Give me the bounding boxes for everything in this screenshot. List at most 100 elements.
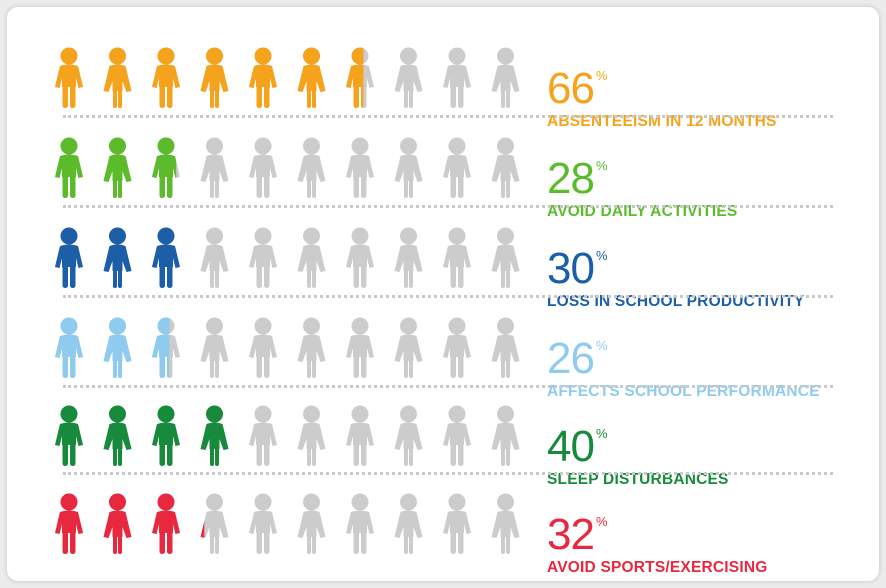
- boy-icon: [249, 137, 277, 198]
- boy-icon: [55, 137, 83, 198]
- pictograph-row-5: [55, 493, 520, 554]
- girl-icon: [200, 405, 229, 466]
- boy-icon: [346, 405, 374, 466]
- boy-icon: [152, 137, 180, 198]
- girl-icon: [297, 493, 326, 554]
- stat-value-0: 66 %: [547, 67, 608, 111]
- boy-icon: [443, 47, 471, 108]
- girl-icon: [103, 317, 132, 378]
- girl-icon: [297, 317, 326, 378]
- girl-icon: [297, 405, 326, 466]
- row-divider: [63, 295, 833, 298]
- pictograph-row-3: [55, 317, 520, 378]
- stat-row-2: 30 % LOSS IN SCHOOL PRODUCTIVITY: [7, 217, 879, 310]
- boy-icon: [443, 227, 471, 288]
- girl-icon: [200, 227, 229, 288]
- girl-icon: [200, 137, 229, 198]
- row-divider: [63, 472, 833, 475]
- girl-icon: [200, 47, 229, 108]
- boy-icon: [249, 47, 277, 108]
- row-divider: [63, 115, 833, 118]
- stat-value-2: 30 %: [547, 247, 608, 291]
- boy-icon: [152, 493, 180, 554]
- girl-icon: [394, 47, 423, 108]
- girl-icon: [103, 227, 132, 288]
- girl-icon: [103, 47, 132, 108]
- girl-icon: [200, 317, 229, 378]
- boy-icon: [346, 493, 374, 554]
- stat-row-3: 26 % AFFECTS SCHOOL PERFORMANCE: [7, 307, 879, 400]
- stat-percent-sign-0: %: [595, 68, 608, 83]
- girl-icon: [297, 137, 326, 198]
- boy-icon: [55, 47, 83, 108]
- girl-icon: [491, 137, 520, 198]
- boy-icon: [346, 47, 374, 108]
- boy-icon: [55, 227, 83, 288]
- boy-icon: [346, 227, 374, 288]
- boy-icon: [152, 227, 180, 288]
- girl-icon: [394, 493, 423, 554]
- stat-percent-sign-1: %: [595, 158, 608, 173]
- row-divider: [63, 205, 833, 208]
- pictograph-row-1: [55, 137, 520, 198]
- stat-value-3: 26 %: [547, 337, 608, 381]
- stat-row-1: 28 % AVOID DAILY ACTIVITIES: [7, 127, 879, 220]
- icon-strip-4: [47, 395, 527, 485]
- boy-icon: [346, 317, 374, 378]
- stat-percent-1: 28: [547, 154, 595, 203]
- girl-icon: [103, 493, 132, 554]
- boy-icon: [346, 137, 374, 198]
- row-divider: [63, 385, 833, 388]
- stat-value-1: 28 %: [547, 157, 608, 201]
- pictograph-row-2: [55, 227, 520, 288]
- stat-label-4: SLEEP DISTURBANCES: [547, 471, 729, 488]
- boy-icon: [152, 317, 180, 378]
- stat-percent-sign-4: %: [595, 426, 608, 441]
- girl-icon: [103, 137, 132, 198]
- stat-percent-sign-3: %: [595, 338, 608, 353]
- pictograph-row-4: [55, 405, 520, 466]
- stat-row-0: 66 % ABSENTEEISM IN 12 MONTHS: [7, 37, 879, 130]
- boy-icon: [443, 405, 471, 466]
- stat-label-5: AVOID SPORTS/EXERCISING: [547, 559, 768, 576]
- stat-percent-3: 26: [547, 334, 595, 383]
- girl-icon: [200, 493, 229, 554]
- boy-icon: [249, 317, 277, 378]
- stat-percent-4: 40: [547, 422, 595, 471]
- icon-strip-3: [47, 307, 527, 397]
- girl-icon: [491, 493, 520, 554]
- boy-icon: [249, 405, 277, 466]
- stat-percent-sign-2: %: [595, 248, 608, 263]
- stat-row-5: 32 % AVOID SPORTS/EXERCISING: [7, 483, 879, 576]
- girl-icon: [103, 405, 132, 466]
- stat-percent-0: 66: [547, 64, 595, 113]
- girl-icon: [394, 137, 423, 198]
- boy-icon: [55, 493, 83, 554]
- boy-icon: [55, 405, 83, 466]
- girl-icon: [491, 317, 520, 378]
- stat-percent-2: 30: [547, 244, 595, 293]
- stat-value-5: 32 %: [547, 513, 608, 557]
- stat-percent-sign-5: %: [595, 514, 608, 529]
- boy-icon: [443, 137, 471, 198]
- girl-icon: [394, 227, 423, 288]
- boy-icon: [249, 493, 277, 554]
- boy-icon: [249, 227, 277, 288]
- girl-icon: [297, 47, 326, 108]
- icon-strip-0: [47, 37, 527, 127]
- girl-icon: [491, 47, 520, 108]
- girl-icon: [394, 317, 423, 378]
- icon-strip-2: [47, 217, 527, 307]
- boy-icon: [443, 317, 471, 378]
- icon-strip-1: [47, 127, 527, 217]
- girl-icon: [491, 227, 520, 288]
- infographic-card: 66 % ABSENTEEISM IN 12 MONTHS 28 % AVOID…: [6, 6, 880, 582]
- icon-strip-5: [47, 483, 527, 573]
- girl-icon: [394, 405, 423, 466]
- girl-icon: [297, 227, 326, 288]
- boy-icon: [443, 493, 471, 554]
- boy-icon: [55, 317, 83, 378]
- stat-row-4: 40 % SLEEP DISTURBANCES: [7, 395, 879, 488]
- boy-icon: [152, 405, 180, 466]
- pictograph-row-0: [55, 47, 520, 108]
